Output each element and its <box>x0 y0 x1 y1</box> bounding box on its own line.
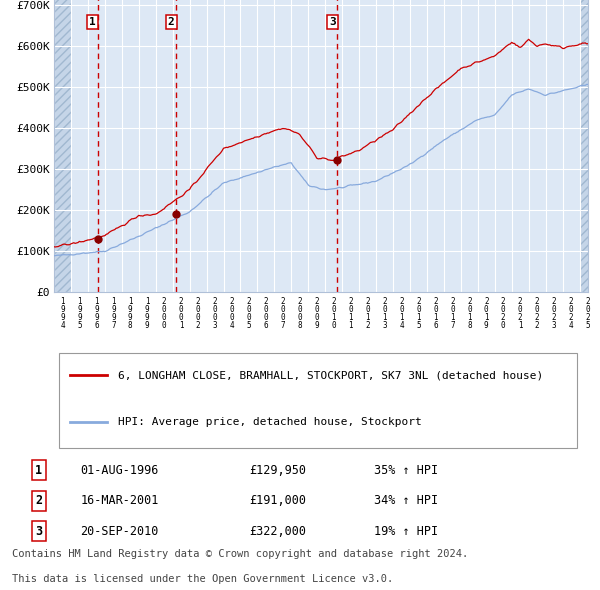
Text: 2
0
1
1: 2 0 1 1 <box>349 297 353 330</box>
Text: 2
0
2
1: 2 0 2 1 <box>518 297 523 330</box>
Text: 2
0
2
0: 2 0 2 0 <box>501 297 506 330</box>
Text: 2
0
2
3: 2 0 2 3 <box>552 297 556 330</box>
Text: 2
0
0
2: 2 0 0 2 <box>196 297 200 330</box>
Text: 34% ↑ HPI: 34% ↑ HPI <box>374 494 438 507</box>
Text: 1
9
9
4: 1 9 9 4 <box>60 297 65 330</box>
Text: 2
0
1
2: 2 0 1 2 <box>365 297 370 330</box>
Text: 6, LONGHAM CLOSE, BRAMHALL, STOCKPORT, SK7 3NL (detached house): 6, LONGHAM CLOSE, BRAMHALL, STOCKPORT, S… <box>118 370 544 380</box>
Text: 2
0
0
6: 2 0 0 6 <box>263 297 268 330</box>
Text: 1: 1 <box>35 464 43 477</box>
Bar <box>54 0 71 292</box>
Text: 3: 3 <box>35 525 43 537</box>
Text: 2
0
0
3: 2 0 0 3 <box>213 297 217 330</box>
Text: 2
0
2
4: 2 0 2 4 <box>569 297 574 330</box>
Text: 2
0
2
5: 2 0 2 5 <box>586 297 590 330</box>
Text: 1
9
9
7: 1 9 9 7 <box>111 297 116 330</box>
Text: 2
0
1
5: 2 0 1 5 <box>416 297 421 330</box>
Text: 2
0
1
0: 2 0 1 0 <box>331 297 336 330</box>
Text: £129,950: £129,950 <box>250 464 307 477</box>
Text: 2
0
1
8: 2 0 1 8 <box>467 297 472 330</box>
Text: 2
0
2
2: 2 0 2 2 <box>535 297 539 330</box>
Text: 2
0
0
1: 2 0 0 1 <box>179 297 184 330</box>
Text: 2: 2 <box>168 17 175 27</box>
Text: 2
0
1
7: 2 0 1 7 <box>450 297 455 330</box>
Text: 19% ↑ HPI: 19% ↑ HPI <box>374 525 438 537</box>
Text: 2: 2 <box>35 494 43 507</box>
Text: 2
0
1
6: 2 0 1 6 <box>433 297 438 330</box>
Text: 20-SEP-2010: 20-SEP-2010 <box>80 525 159 537</box>
Text: 1
9
9
6: 1 9 9 6 <box>94 297 98 330</box>
Text: Contains HM Land Registry data © Crown copyright and database right 2024.: Contains HM Land Registry data © Crown c… <box>12 549 468 559</box>
Text: £322,000: £322,000 <box>250 525 307 537</box>
Text: 3: 3 <box>329 17 336 27</box>
Text: 2
0
1
3: 2 0 1 3 <box>382 297 387 330</box>
Text: 2
0
0
5: 2 0 0 5 <box>247 297 251 330</box>
Text: HPI: Average price, detached house, Stockport: HPI: Average price, detached house, Stoc… <box>118 417 422 427</box>
Text: 01-AUG-1996: 01-AUG-1996 <box>80 464 159 477</box>
Text: 2
0
1
9: 2 0 1 9 <box>484 297 488 330</box>
Text: This data is licensed under the Open Government Licence v3.0.: This data is licensed under the Open Gov… <box>12 573 393 584</box>
Text: 1: 1 <box>89 17 96 27</box>
Text: 2
0
0
8: 2 0 0 8 <box>298 297 302 330</box>
Text: 2
0
0
0: 2 0 0 0 <box>162 297 167 330</box>
FancyBboxPatch shape <box>59 353 577 448</box>
Text: 1
9
9
8: 1 9 9 8 <box>128 297 133 330</box>
Text: 35% ↑ HPI: 35% ↑ HPI <box>374 464 438 477</box>
Text: 2
0
1
4: 2 0 1 4 <box>399 297 404 330</box>
Text: 1
9
9
5: 1 9 9 5 <box>77 297 82 330</box>
Text: 2
0
0
9: 2 0 0 9 <box>314 297 319 330</box>
Text: 16-MAR-2001: 16-MAR-2001 <box>80 494 159 507</box>
Text: 2
0
0
4: 2 0 0 4 <box>230 297 235 330</box>
Text: 2
0
0
7: 2 0 0 7 <box>281 297 285 330</box>
Bar <box>580 0 588 292</box>
Text: £191,000: £191,000 <box>250 494 307 507</box>
Text: 1
9
9
9: 1 9 9 9 <box>145 297 149 330</box>
